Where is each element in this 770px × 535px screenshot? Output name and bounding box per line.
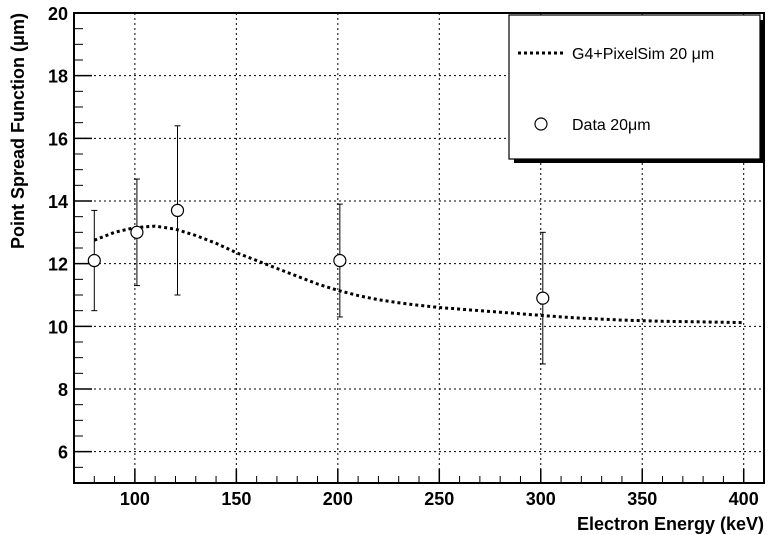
axis-ticks (74, 12, 745, 484)
x-tick-label: 250 (424, 489, 454, 509)
x-axis-title: Electron Energy (keV) (577, 514, 764, 534)
x-tick-label: 350 (627, 489, 657, 509)
y-tick-label: 16 (48, 129, 68, 149)
tick-labels: 100 150 200 250 300 350 400 6 8 10 12 14 16 18 20 (48, 4, 759, 509)
legend-marker-data (534, 117, 548, 131)
x-tick-label: 100 (120, 489, 150, 509)
y-tick-label: 14 (48, 192, 68, 212)
y-tick-label: 10 (48, 317, 68, 337)
y-tick-label: 20 (48, 4, 68, 24)
sim-curve (93, 224, 744, 325)
y-tick-label: 6 (58, 443, 68, 463)
data-point (130, 225, 144, 239)
data-point (170, 203, 185, 217)
legend: G4+PixelSim 20 μm Data 20μm (508, 14, 764, 163)
x-tick-label: 400 (729, 489, 759, 509)
y-tick-label: 12 (48, 255, 68, 275)
x-tick-label: 200 (323, 489, 353, 509)
data-point (87, 253, 101, 268)
series-layer (87, 125, 744, 365)
legend-box (508, 14, 761, 160)
x-tick-label: 300 (526, 489, 556, 509)
y-tick-label: 18 (48, 67, 68, 87)
y-axis-title: Point Spread Function (μm) (8, 13, 28, 249)
legend-label-sim: G4+PixelSim 20 μm (572, 46, 714, 63)
y-tick-label: 8 (58, 380, 68, 400)
data-point (536, 291, 550, 305)
data-point (333, 253, 347, 268)
x-tick-label: 150 (221, 489, 251, 509)
legend-label-data: Data 20μm (572, 117, 651, 134)
